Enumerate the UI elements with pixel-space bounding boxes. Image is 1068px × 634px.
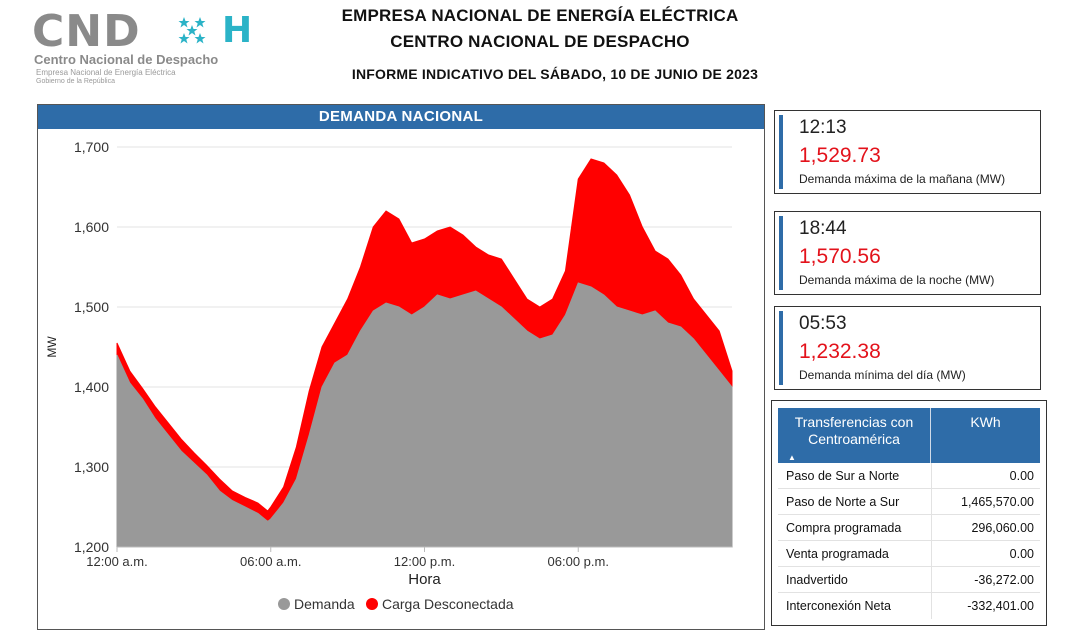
table-row: Inadvertido -36,272.00 — [778, 567, 1040, 593]
row-label: Paso de Norte a Sur — [786, 495, 900, 509]
row-label: Interconexión Neta — [786, 599, 891, 613]
x-tick-label: 06:00 p.m. — [548, 554, 609, 569]
header-company: EMPRESA NACIONAL DE ENERGÍA ELÉCTRICA — [341, 6, 739, 25]
column-header-transfers[interactable]: Transferencias con Centroamérica ▲ — [778, 408, 931, 463]
stat-card-night: 18:44 1,570.56 Demanda máxima de la noch… — [774, 211, 1041, 295]
row-label: Compra programada — [786, 521, 902, 535]
stat-label: Demanda máxima de la noche (MW) — [799, 273, 995, 287]
x-tick-label: 12:00 p.m. — [394, 554, 455, 569]
row-label: Inadvertido — [786, 573, 848, 587]
stat-time: 05:53 — [799, 313, 847, 334]
stat-label: Demanda mínima del día (MW) — [799, 368, 966, 382]
row-label: Venta programada — [786, 547, 889, 561]
stat-accent-bar — [779, 115, 783, 189]
y-tick-label: 1,600 — [74, 219, 109, 235]
transfers-table: Transferencias con Centroamérica ▲ KWh P… — [771, 400, 1047, 626]
y-tick-label: 1,500 — [74, 299, 109, 315]
series-area-demanda — [116, 282, 733, 548]
column-header-kwh[interactable]: KWh — [970, 414, 1001, 430]
table-row: Venta programada 0.00 — [778, 541, 1040, 567]
stat-value: 1,232.38 — [799, 340, 881, 363]
logo-sub2: Gobierno de la República — [36, 78, 115, 85]
y-tick-label: 1,200 — [74, 539, 109, 555]
sort-up-icon[interactable]: ▲ — [788, 453, 796, 462]
row-value: -332,401.00 — [967, 599, 1034, 613]
y-tick-label: 1,700 — [74, 139, 109, 155]
stat-accent-bar — [779, 216, 783, 290]
legend-marker-carga-desconectada — [366, 598, 378, 610]
stat-time: 18:44 — [799, 218, 847, 239]
table-row: Interconexión Neta -332,401.00 — [778, 593, 1040, 619]
stat-card-morning: 12:13 1,529.73 Demanda máxima de la maña… — [774, 110, 1041, 194]
legend-marker-demanda — [278, 598, 290, 610]
x-tick-label: 06:00 a.m. — [240, 554, 301, 569]
row-value: 1,465,570.00 — [961, 495, 1034, 509]
logo-h-mark: H — [222, 10, 253, 51]
row-label: Paso de Sur a Norte — [786, 469, 900, 483]
row-value: 0.00 — [1009, 547, 1034, 561]
table-header: Transferencias con Centroamérica ▲ KWh — [778, 408, 1040, 463]
demand-chart: 1,200 1,300 1,400 1,500 1,600 1,700 12:00 a.m.… — [45, 139, 733, 612]
x-tick-label: 12:00 a.m. — [86, 554, 147, 569]
report-title: INFORME INDICATIVO DEL SÁBADO, 10 DE JUN… — [351, 66, 759, 82]
stat-accent-bar — [779, 311, 783, 385]
logo-tagline: Centro Nacional de Despacho — [34, 52, 219, 67]
row-value: -36,272.00 — [974, 573, 1034, 587]
legend-label: Carga Desconectada — [382, 596, 514, 612]
y-tick-label: 1,400 — [74, 379, 109, 395]
header-center: CENTRO NACIONAL DE DESPACHO — [390, 32, 690, 51]
cnd-logo: CND H Centro Nacional de Despacho Empres… — [32, 6, 262, 88]
legend-label: Demanda — [294, 596, 355, 612]
stat-time: 12:13 — [799, 117, 847, 138]
stat-value: 1,570.56 — [799, 245, 881, 268]
y-axis-title: MW — [45, 336, 59, 358]
stat-card-minimum: 05:53 1,232.38 Demanda mínima del día (M… — [774, 306, 1041, 390]
stars-icon — [178, 17, 206, 44]
table-row: Compra programada 296,060.00 — [778, 515, 1040, 541]
x-axis-title: Hora — [408, 571, 441, 588]
stat-label: Demanda máxima de la mañana (MW) — [799, 172, 1006, 186]
column-header-transfers-label: Transferencias con Centroamérica — [794, 414, 914, 447]
row-value: 0.00 — [1009, 469, 1034, 483]
chart-panel-title: DEMANDA NACIONAL — [38, 105, 764, 129]
table-row: Paso de Sur a Norte 0.00 — [778, 463, 1040, 489]
y-tick-label: 1,300 — [74, 459, 109, 475]
logo-text: CND — [32, 6, 141, 57]
stat-value: 1,529.73 — [799, 144, 881, 167]
logo-sub1: Empresa Nacional de Energía Eléctrica — [36, 68, 176, 77]
table-row: Paso de Norte a Sur 1,465,570.00 — [778, 489, 1040, 515]
chart-panel: DEMANDA NACIONAL 1,200 1,300 1,400 1,500 1,6… — [37, 104, 765, 630]
row-value: 296,060.00 — [971, 521, 1034, 535]
